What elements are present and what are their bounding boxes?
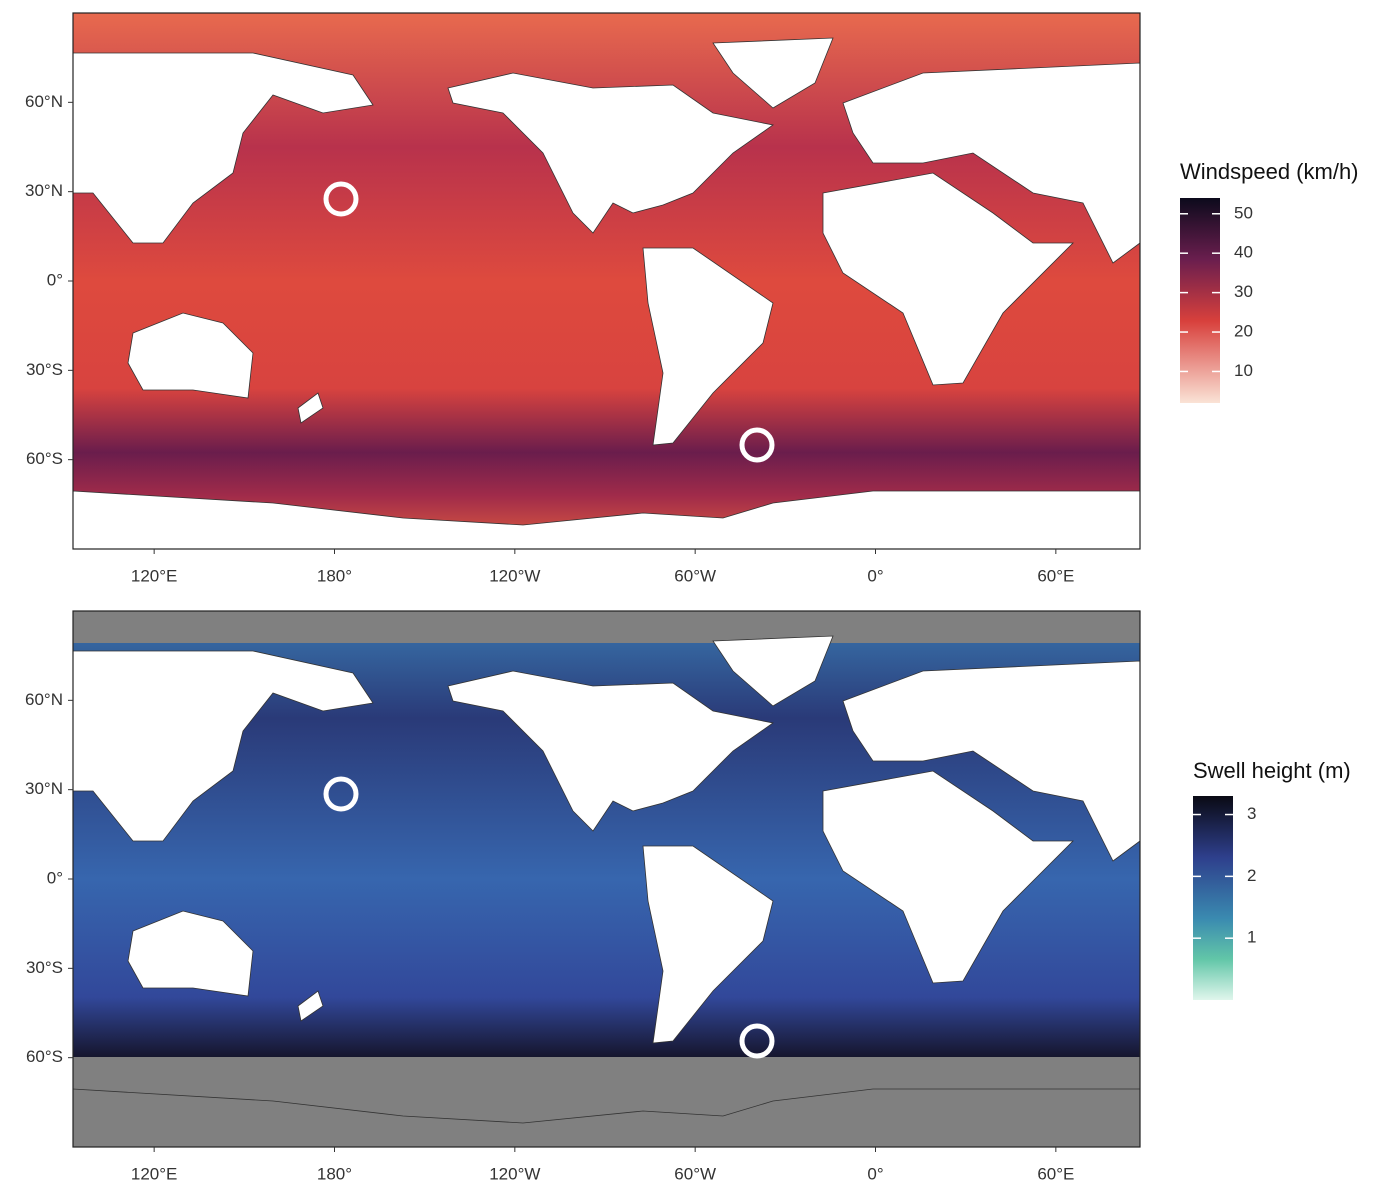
lat-label: 0° <box>47 270 63 289</box>
lon-label: 180° <box>317 1164 352 1183</box>
colorbar-label: 1 <box>1247 928 1256 947</box>
colorbar-label: 2 <box>1247 866 1256 885</box>
no-data <box>73 611 1140 643</box>
site-marker <box>323 776 359 812</box>
lat-label: 60°S <box>26 449 63 468</box>
lat-label: 30°N <box>25 779 63 798</box>
colorbar <box>1180 198 1220 403</box>
colorbar-label: 30 <box>1234 282 1253 301</box>
lon-label: 60°W <box>674 1164 716 1183</box>
lat-label: 60°N <box>25 92 63 111</box>
site-marker <box>739 1023 775 1059</box>
lon-label: 60°E <box>1037 1164 1074 1183</box>
lon-label: 0° <box>867 566 883 585</box>
lon-label: 60°W <box>674 566 716 585</box>
lat-label: 30°S <box>26 958 63 977</box>
colorbar-label: 40 <box>1234 243 1253 262</box>
lon-label: 120°W <box>489 566 540 585</box>
lon-label: 180° <box>317 566 352 585</box>
lat-label: 0° <box>47 868 63 887</box>
map-panel <box>72 610 1141 1148</box>
colorbar-label: 10 <box>1234 361 1253 380</box>
site-marker <box>739 427 775 463</box>
lat-label: 60°N <box>25 690 63 709</box>
lon-label: 0° <box>867 1164 883 1183</box>
legend-title: Swell height (m) <box>1193 758 1351 783</box>
colorbar-label: 3 <box>1247 804 1256 823</box>
colorbar-label: 50 <box>1234 203 1253 222</box>
site-marker <box>323 181 359 217</box>
colorbar-label: 20 <box>1234 322 1253 341</box>
lon-label: 120°E <box>131 566 178 585</box>
legend-title: Windspeed (km/h) <box>1180 159 1359 184</box>
lon-label: 120°W <box>489 1164 540 1183</box>
colorbar <box>1193 796 1233 1000</box>
lon-label: 120°E <box>131 1164 178 1183</box>
lat-label: 60°S <box>26 1047 63 1066</box>
lat-label: 30°S <box>26 360 63 379</box>
lon-label: 60°E <box>1037 566 1074 585</box>
map-panel <box>72 12 1141 550</box>
lat-label: 30°N <box>25 181 63 200</box>
